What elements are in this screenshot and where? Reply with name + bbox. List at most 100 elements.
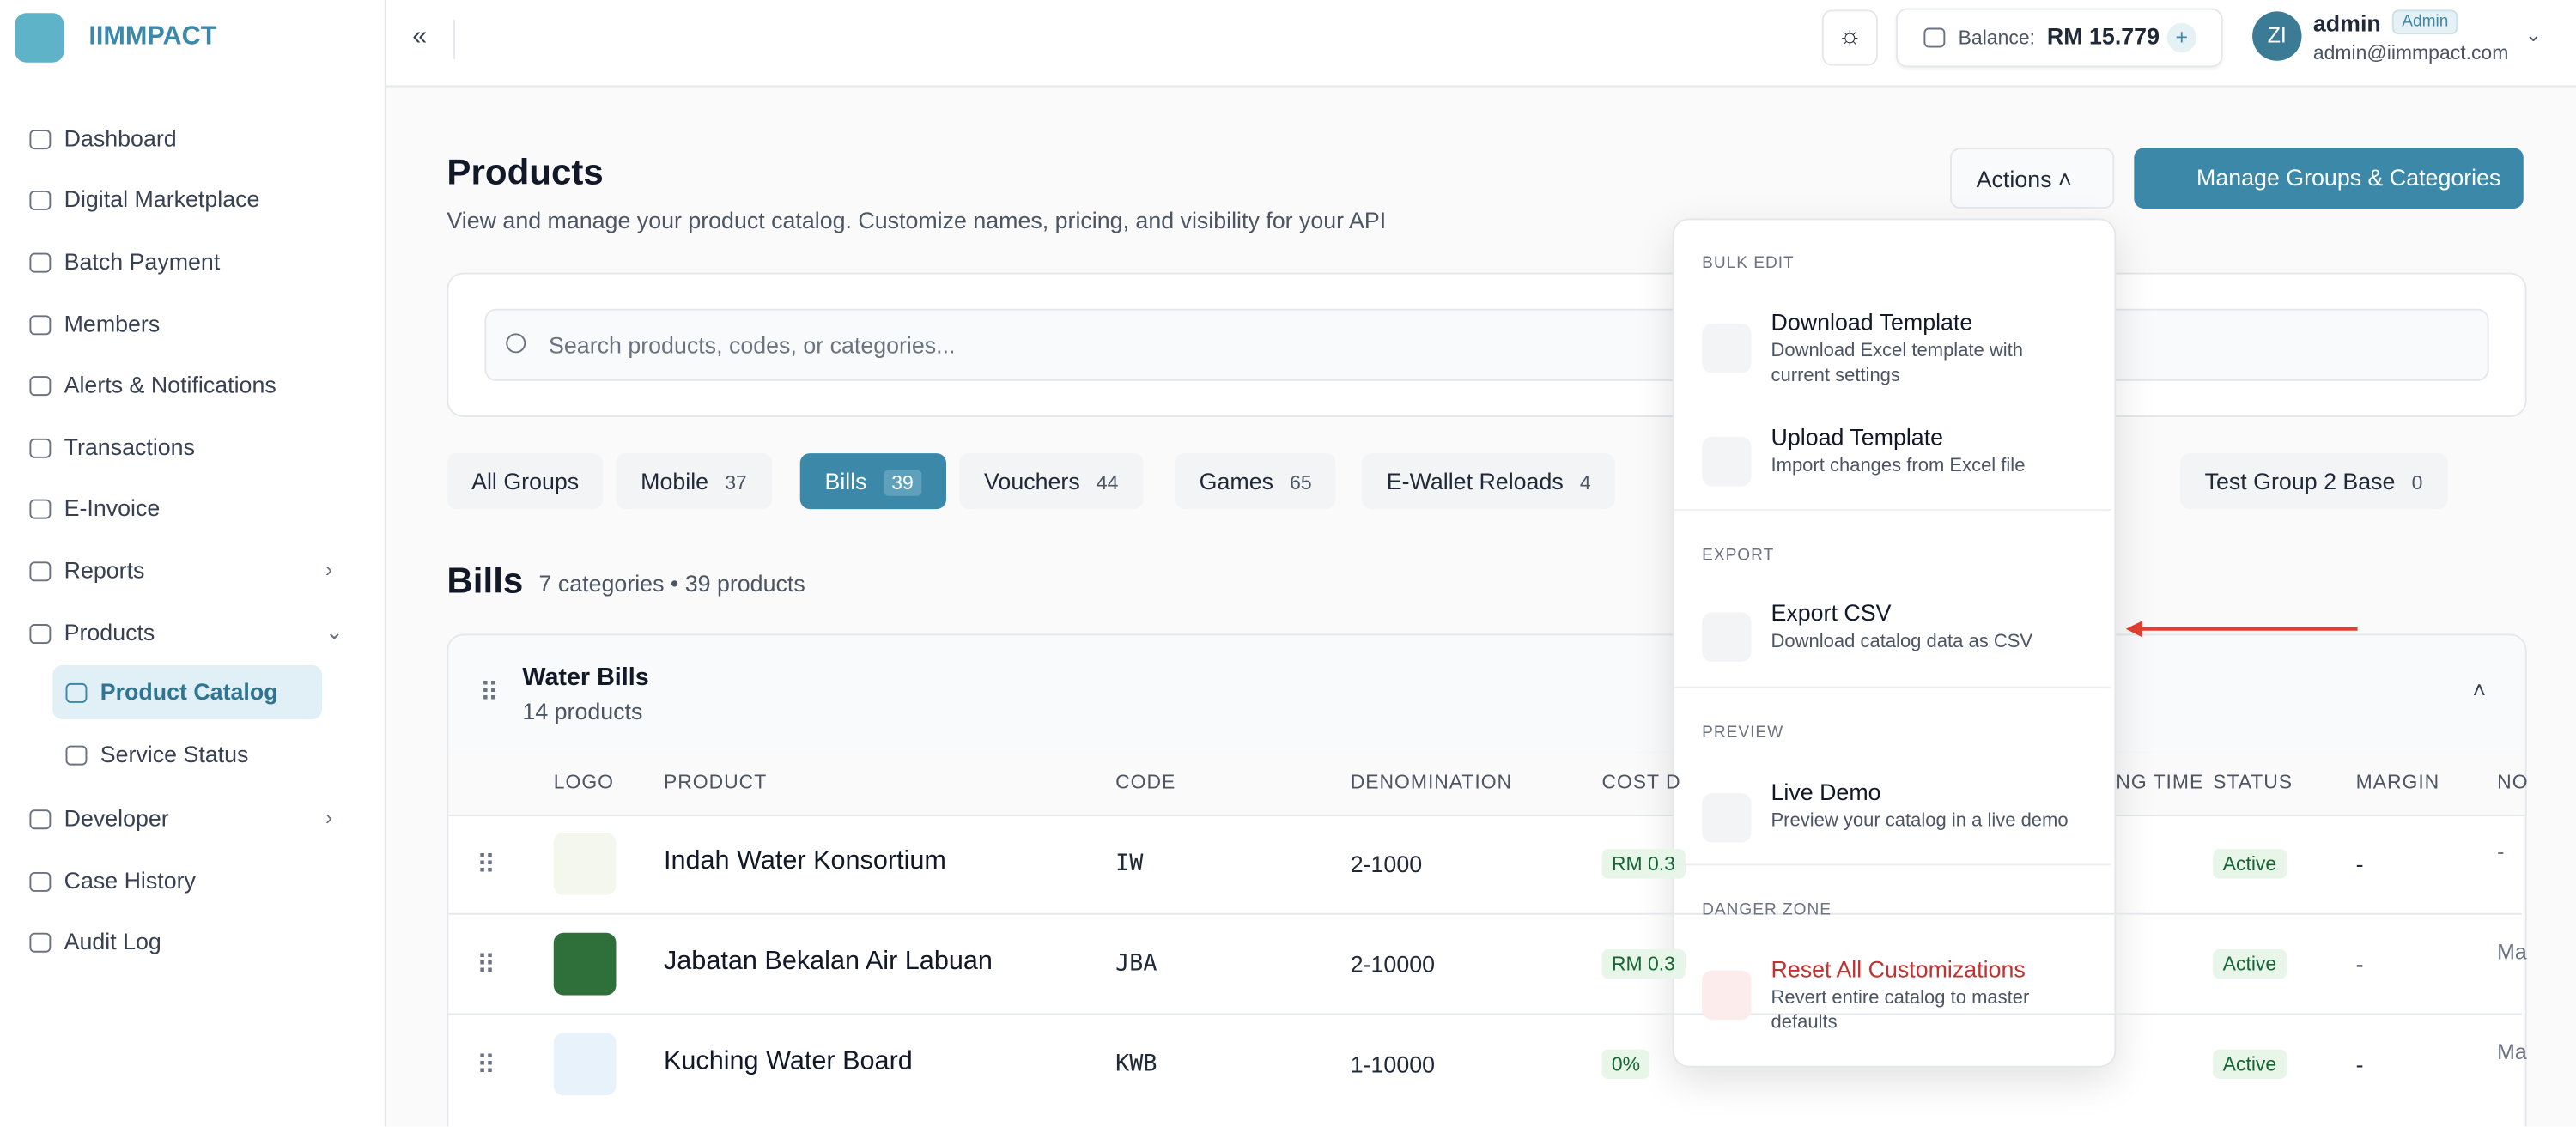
- manage-label: Manage Groups & Categories: [2196, 164, 2501, 191]
- nav-icon: [29, 438, 52, 458]
- nav-chevron: ⌄: [325, 619, 343, 645]
- nav-item[interactable]: Batch Payment: [64, 247, 221, 275]
- denomination: 2-1000: [1350, 851, 1423, 877]
- drag-handle[interactable]: ⠿: [476, 952, 496, 981]
- nav-item[interactable]: Reports: [64, 556, 145, 584]
- group-tab[interactable]: Mobile 37: [616, 453, 772, 510]
- nav-item[interactable]: Case History: [64, 867, 196, 894]
- nav-item[interactable]: Dashboard: [64, 124, 177, 152]
- nav-item[interactable]: Products: [64, 619, 155, 645]
- product-code: KWB: [1115, 1051, 1157, 1078]
- nav-icon: [29, 809, 52, 830]
- section-meta: 7 categories • 39 products: [538, 569, 805, 597]
- user-menu-chevron[interactable]: ⌄: [2524, 22, 2542, 46]
- nav-item[interactable]: Developer: [64, 804, 169, 832]
- tab-label: Bills: [824, 468, 867, 494]
- tab-count: 39: [883, 470, 922, 496]
- nav-icon: [65, 745, 88, 766]
- menu-heading: EXPORT: [1702, 547, 1775, 566]
- note: Ma: [2497, 939, 2527, 965]
- tab-count: 37: [725, 471, 747, 494]
- nav-item[interactable]: Transactions: [64, 433, 195, 460]
- balance-label: Balance:: [1958, 26, 2035, 50]
- nav-icon: [29, 252, 52, 273]
- tab-count: 0: [2411, 471, 2423, 494]
- product-code: IW: [1115, 851, 1144, 877]
- column-header: DENOMINATION: [1350, 770, 1513, 794]
- column-header: CODE: [1115, 770, 1176, 794]
- column-header: COST D: [1601, 770, 1681, 794]
- sidebar: IIMMPACT: [0, 0, 386, 1127]
- product-logo: [553, 1033, 617, 1096]
- tab-label: E-Wallet Reloads: [1386, 468, 1564, 494]
- nav-icon: [29, 190, 52, 210]
- status: Active: [2213, 948, 2287, 979]
- menu-item-title[interactable]: Download Template: [1771, 308, 1973, 336]
- cost: RM 0.3: [1601, 849, 1686, 879]
- group-name: Water Bills: [522, 663, 649, 692]
- table-card: [447, 633, 2527, 1127]
- menu-icon: [1702, 612, 1752, 663]
- nav-icon: [29, 624, 52, 645]
- balance-box[interactable]: Balance: RM 15.779 +: [1895, 8, 2223, 68]
- nav-item[interactable]: Audit Log: [64, 927, 161, 954]
- row-divider: [448, 1013, 2522, 1015]
- nav-item[interactable]: E-Invoice: [64, 494, 161, 521]
- margin: -: [2355, 950, 2364, 978]
- drag-handle[interactable]: ⠿: [476, 1052, 496, 1081]
- theme-toggle[interactable]: ☼: [1821, 9, 1878, 66]
- drag-handle[interactable]: ⠿: [476, 851, 496, 881]
- nav-active-bg: [52, 664, 323, 720]
- group-tab[interactable]: Games 65: [1174, 453, 1337, 510]
- nav-item[interactable]: Product Catalog: [100, 678, 278, 705]
- group-tab[interactable]: E-Wallet Reloads 4: [1362, 453, 1616, 510]
- menu-item-title[interactable]: Upload Template: [1771, 423, 1944, 451]
- menu-heading: BULK EDIT: [1702, 254, 1795, 273]
- avatar[interactable]: ZI: [2252, 11, 2302, 61]
- nav-chevron: ›: [325, 804, 333, 830]
- nav-icon: [29, 376, 52, 397]
- menu-item-desc: Revert entire catalog to master defaults: [1771, 988, 2030, 1033]
- tab-count: 65: [1290, 471, 1312, 494]
- nav-icon: [65, 682, 88, 703]
- cost: RM 0.3: [1601, 948, 1686, 979]
- group-tab[interactable]: Test Group 2 Base 0: [2179, 453, 2448, 510]
- group-tab[interactable]: Bills 39: [799, 453, 947, 510]
- menu-item-title[interactable]: Export CSV: [1771, 599, 1892, 626]
- menu-item-title[interactable]: Live Demo: [1771, 778, 1881, 805]
- menu-item-title[interactable]: Reset All Customizations: [1771, 955, 2026, 983]
- topup-button[interactable]: +: [2166, 22, 2197, 53]
- group-tab[interactable]: All Groups: [447, 453, 604, 510]
- menu-item-desc: Preview your catalog in a live demo: [1771, 811, 2069, 832]
- nav-item[interactable]: Service Status: [100, 740, 249, 767]
- nav-item[interactable]: Members: [64, 310, 161, 337]
- column-header: NO: [2497, 770, 2529, 794]
- cost: 0%: [1601, 1049, 1650, 1080]
- search-input[interactable]: Search products, codes, or categories...: [484, 308, 2489, 381]
- tab-label: Vouchers: [984, 468, 1080, 494]
- denomination: 1-10000: [1350, 1051, 1436, 1078]
- table-header: [448, 752, 2525, 816]
- collapse-group[interactable]: ˄: [2472, 676, 2487, 703]
- margin: -: [2355, 1051, 2364, 1078]
- group-tab[interactable]: Vouchers 44: [959, 453, 1144, 510]
- denomination: 2-10000: [1350, 950, 1436, 978]
- tab-label: Test Group 2 Base: [2204, 468, 2396, 494]
- balance-value: RM 15.779: [2046, 22, 2160, 50]
- nav-item[interactable]: Alerts & Notifications: [64, 371, 276, 398]
- nav-icon: [29, 499, 52, 519]
- menu-icon: [1702, 970, 1752, 1021]
- menu-divider: [1674, 686, 2111, 688]
- product-name: Indah Water Konsortium: [663, 847, 946, 876]
- page-subtitle: View and manage your product catalog. Cu…: [447, 207, 1387, 233]
- collapse-button[interactable]: «: [412, 22, 428, 52]
- actions-button[interactable]: Actions ˄: [1950, 148, 2115, 209]
- section-title: Bills: [447, 560, 524, 602]
- drag-handle[interactable]: ⠿: [479, 680, 500, 708]
- actions-label: Actions: [1976, 166, 2052, 192]
- role-badge: Admin: [2391, 9, 2458, 35]
- brand: IIMMPACT: [88, 22, 217, 52]
- manage-button[interactable]: Manage Groups & Categories: [2134, 148, 2524, 209]
- nav-item[interactable]: Digital Marketplace: [64, 185, 260, 212]
- group-header[interactable]: [448, 635, 2525, 754]
